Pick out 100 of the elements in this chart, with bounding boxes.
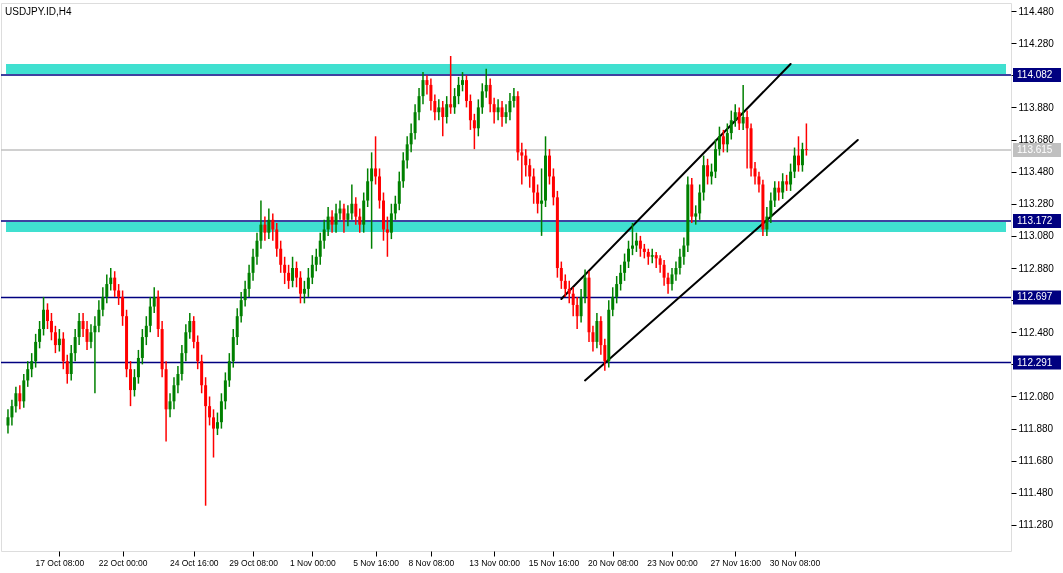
candlestick [437, 98, 441, 121]
y-tick-label: 111.680 [1018, 455, 1054, 467]
candlestick [136, 349, 140, 385]
candlestick [627, 239, 631, 269]
x-tick-label: 22 Oct 00:00 [98, 557, 148, 568]
candlestick [117, 283, 121, 306]
candlestick [366, 167, 370, 208]
y-tick-label: 113.880 [1018, 101, 1055, 113]
candlestick [781, 172, 785, 200]
candlestick [540, 167, 544, 237]
y-tick-label: 113.280 [1018, 198, 1055, 210]
candlestick [737, 106, 741, 131]
candlestick [129, 360, 133, 407]
candlestick [630, 222, 634, 256]
candlestick [374, 135, 378, 186]
candlestick [263, 215, 267, 242]
candlestick [334, 203, 338, 234]
candlestick [38, 320, 42, 350]
candlestick [291, 256, 295, 289]
y-tick-label: 112.880 [1018, 262, 1055, 274]
x-tick-label: 17 Oct 08:00 [35, 557, 85, 568]
y-tick-label: 114.280 [1018, 37, 1055, 49]
x-tick-label: 27 Nov 16:00 [710, 557, 762, 568]
candlestick [18, 384, 22, 411]
candlestick [144, 315, 148, 346]
candlestick [267, 207, 271, 240]
candlestick [22, 373, 26, 409]
candlestick [547, 148, 551, 186]
candlestick [354, 196, 358, 226]
candlestick [777, 180, 781, 202]
candlestick [132, 368, 136, 398]
candlestick [89, 323, 93, 350]
chart-title: USDJPY.ID,H4 [5, 6, 72, 17]
candlestick [634, 231, 638, 253]
candlestick [741, 84, 745, 131]
candlestick [330, 209, 334, 234]
candlestick [623, 252, 627, 282]
candlestick [496, 98, 500, 121]
candlestick [717, 125, 721, 157]
candlestick [192, 315, 196, 350]
ref-line-label: 112.291 [1017, 356, 1053, 368]
candlestick [227, 352, 231, 388]
candlestick [298, 270, 302, 305]
x-tick-label: 23 Nov 00:00 [647, 557, 699, 568]
candlestick [468, 93, 472, 131]
candlestick [223, 371, 227, 411]
candlestick [508, 92, 512, 121]
candlestick [698, 183, 702, 221]
x-tick-label: 24 Oct 16:00 [169, 557, 219, 568]
candlestick [53, 325, 57, 354]
candlestick [800, 141, 804, 173]
candlestick [789, 162, 793, 192]
candlestick [713, 138, 717, 179]
y-tick-label: 111.880 [1018, 423, 1054, 435]
x-tick-label: 20 Nov 08:00 [587, 557, 639, 568]
candlestick [287, 264, 291, 290]
candlestick [793, 146, 797, 179]
candlestick [449, 55, 453, 115]
candlestick [461, 71, 465, 93]
candlestick [6, 408, 10, 435]
candlestick [650, 247, 654, 264]
candlestick [619, 264, 623, 292]
candlestick [453, 87, 457, 115]
candlestick [457, 76, 461, 105]
candlestick [65, 353, 69, 385]
candlestick [302, 280, 306, 305]
candlestick [464, 74, 468, 109]
y-tick-label: 111.480 [1018, 487, 1054, 499]
candlestick [654, 251, 658, 269]
candlestick [595, 312, 599, 350]
candlestick [121, 289, 125, 327]
candlestick [30, 352, 34, 378]
candlestick [42, 296, 46, 337]
candlestick [140, 328, 144, 366]
x-tick-label: 5 Nov 16:00 [353, 557, 400, 568]
candlestick [725, 122, 729, 154]
candlestick [385, 215, 389, 258]
candlestick [638, 235, 642, 258]
candlestick [295, 260, 299, 289]
candlestick [85, 320, 89, 351]
candlestick [429, 77, 433, 112]
candlestick [532, 167, 536, 205]
candlestick [721, 129, 725, 154]
candlestick [49, 312, 53, 342]
y-tick-label: 113.680 [1018, 134, 1055, 146]
x-tick-label: 15 Nov 16:00 [528, 557, 580, 568]
x-tick-label: 29 Oct 08:00 [229, 557, 279, 568]
candlestick [559, 260, 563, 290]
y-tick-label: 111.280 [1018, 519, 1054, 531]
candlestick [57, 328, 61, 353]
y-tick-label: 114.480 [1018, 5, 1055, 17]
candlestick [500, 100, 504, 128]
candlestick [346, 204, 350, 227]
ref-line-label: 114.082 [1017, 68, 1053, 80]
candlestick [796, 135, 800, 173]
candlestick [342, 203, 346, 234]
candlestick [536, 183, 540, 215]
x-tick-label: 30 Nov 08:00 [769, 557, 821, 568]
candlestick [476, 98, 480, 138]
y-tick-label: 112.480 [1018, 326, 1055, 338]
